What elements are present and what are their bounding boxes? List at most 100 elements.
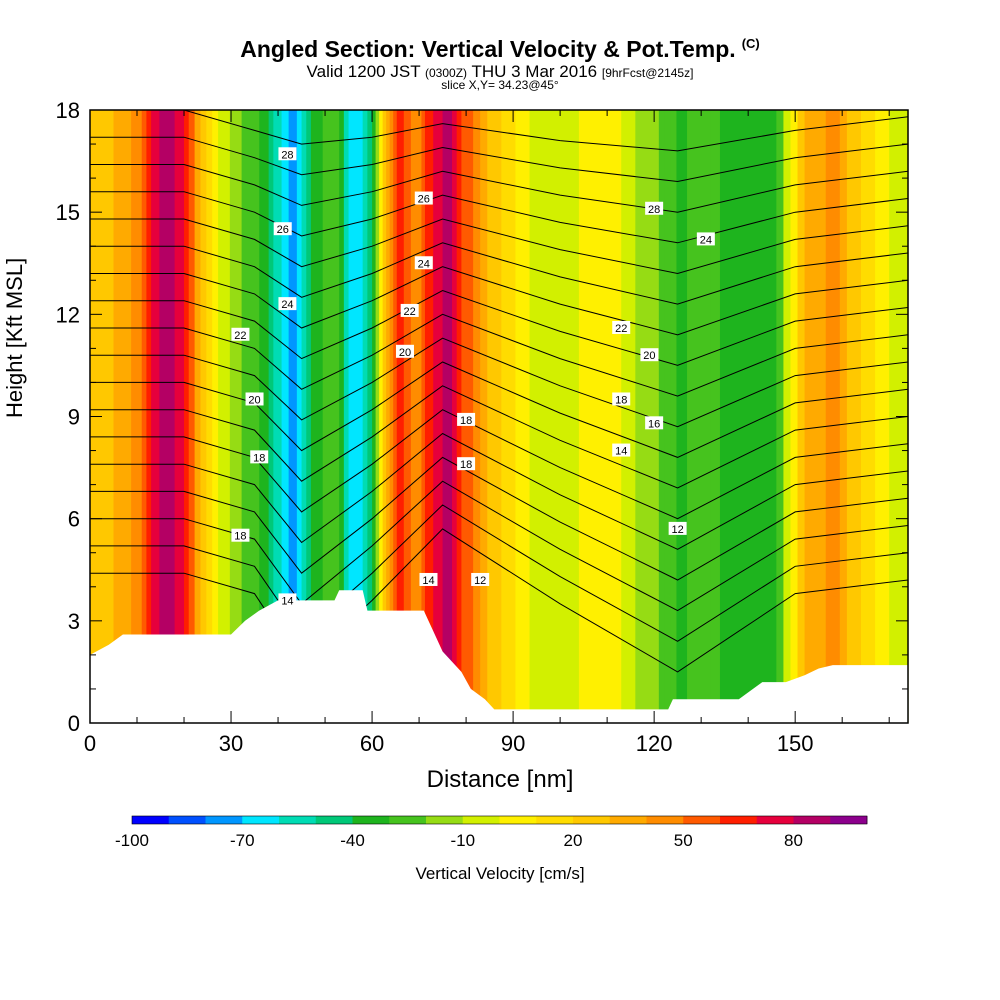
velocity-cell: [367, 110, 373, 723]
isentrope-label-bg: [457, 457, 476, 471]
velocity-cell: [188, 110, 196, 723]
isentrope-label-text: 18: [460, 415, 472, 427]
isentrope-label-bg: [414, 256, 433, 270]
isentrope-label-bg: [278, 593, 297, 607]
velocity-cell: [379, 110, 384, 723]
velocity-cell: [229, 110, 237, 723]
terrain-mask: [90, 590, 908, 723]
velocity-cell: [705, 110, 712, 723]
valid-prefix: Valid 1200 JST: [306, 62, 421, 81]
x-tick-label: 60: [360, 731, 384, 756]
terrain: [90, 590, 908, 723]
colorbar-tick-label: 20: [564, 831, 583, 850]
colorbar-swatch: [132, 816, 170, 824]
velocity-cell: [288, 110, 293, 723]
isentrope-label-bg: [231, 528, 250, 542]
isentrope-label-text: 18: [460, 459, 472, 471]
valid-utc: (0300Z): [425, 66, 468, 80]
velocity-cell: [676, 110, 683, 723]
velocity-cell: [557, 110, 566, 723]
velocity-cell: [437, 110, 444, 723]
velocity-cell: [433, 110, 439, 723]
velocity-cell: [137, 110, 143, 723]
velocity-cell: [628, 110, 636, 723]
colorbar-swatch: [462, 816, 500, 824]
isentrope-label: 16: [645, 416, 664, 430]
chart-subtitle: Valid 1200 JST (0300Z) THU 3 Mar 2016 [9…: [0, 62, 1000, 82]
isentrope-label-bg: [612, 443, 631, 457]
isentrope-line: [90, 456, 909, 581]
velocity-cell: [853, 110, 862, 723]
velocity-cell: [247, 110, 254, 723]
isentrope-label-text: 26: [418, 194, 430, 206]
isentrope-label-bg: [414, 191, 433, 205]
velocity-cell: [343, 110, 350, 723]
velocity-cell: [268, 110, 274, 723]
velocity-cell: [664, 110, 672, 723]
isentrope-label-text: 18: [253, 452, 265, 464]
isentrope-label: 20: [245, 392, 264, 406]
colorbar-swatch: [646, 816, 684, 824]
colorbar-tick-label: 80: [784, 831, 803, 850]
colorbar-swatch: [352, 816, 390, 824]
isentrope-label: 18: [250, 450, 269, 464]
velocity-cell: [494, 110, 502, 723]
velocity-cell: [184, 110, 190, 723]
isentrope-line: [90, 242, 909, 305]
velocity-cell: [593, 110, 601, 723]
velocity-cell: [585, 110, 594, 723]
velocity-cell: [278, 110, 283, 723]
isentrope-line: [90, 136, 909, 183]
velocity-cell: [846, 110, 855, 723]
colorbar-swatch: [389, 816, 427, 824]
velocity-cell: [641, 110, 648, 723]
colorbar-tick-label: -10: [450, 831, 475, 850]
velocity-cell: [362, 110, 368, 723]
velocity-cell: [101, 110, 109, 723]
colorbar-swatch: [683, 816, 721, 824]
y-tick-label: 15: [56, 200, 80, 225]
plot-axes: 0 30 60 90 120 150 0 3 6 9 12 15 18: [56, 98, 909, 756]
isentrope-line: [90, 218, 909, 275]
velocity-cell: [614, 110, 622, 723]
velocity-cell: [825, 110, 834, 723]
velocity-cell: [179, 110, 185, 723]
title-suffix: (C): [741, 36, 760, 52]
velocity-cell: [310, 110, 318, 723]
velocity-cell: [174, 110, 180, 723]
colorbar-swatch: [756, 816, 794, 824]
velocity-cell: [487, 110, 495, 723]
isentrope-label: 26: [414, 191, 433, 206]
isentrope-label-bg: [640, 348, 659, 362]
colorbar-tick-label: -70: [230, 831, 255, 850]
isentrope-line: [90, 528, 909, 673]
velocity-cell: [536, 110, 545, 723]
velocity-cell: [353, 110, 359, 723]
velocity-cell: [241, 110, 249, 723]
velocity-cell: [515, 110, 524, 723]
isentrope-label: 18: [612, 392, 631, 406]
velocity-cell: [811, 110, 820, 723]
isentrope-label-text: 22: [234, 330, 246, 342]
velocity-cell: [386, 110, 391, 723]
colorbar-swatch: [536, 816, 574, 824]
isentrope-label: 28: [645, 201, 664, 216]
colorbar-swatch: [168, 816, 206, 824]
velocity-cell: [797, 110, 806, 723]
isentrope-line: [90, 337, 909, 428]
isentrope-label: 18: [457, 457, 476, 471]
velocity-cell: [875, 110, 883, 723]
velocity-cell: [396, 110, 401, 723]
x-tick-label: 0: [84, 731, 96, 756]
velocity-cell: [607, 110, 615, 723]
velocity-cell: [372, 110, 377, 723]
isentrope-label: 14: [612, 443, 631, 458]
velocity-cell: [769, 110, 777, 723]
velocity-cell: [200, 110, 207, 723]
colorbar-swatch: [573, 816, 611, 824]
isentrope-label-bg: [645, 201, 664, 215]
velocity-cell: [839, 110, 848, 723]
velocity-cell: [670, 110, 678, 723]
isentrope-label-text: 14: [615, 446, 627, 458]
velocity-cell: [710, 110, 716, 723]
